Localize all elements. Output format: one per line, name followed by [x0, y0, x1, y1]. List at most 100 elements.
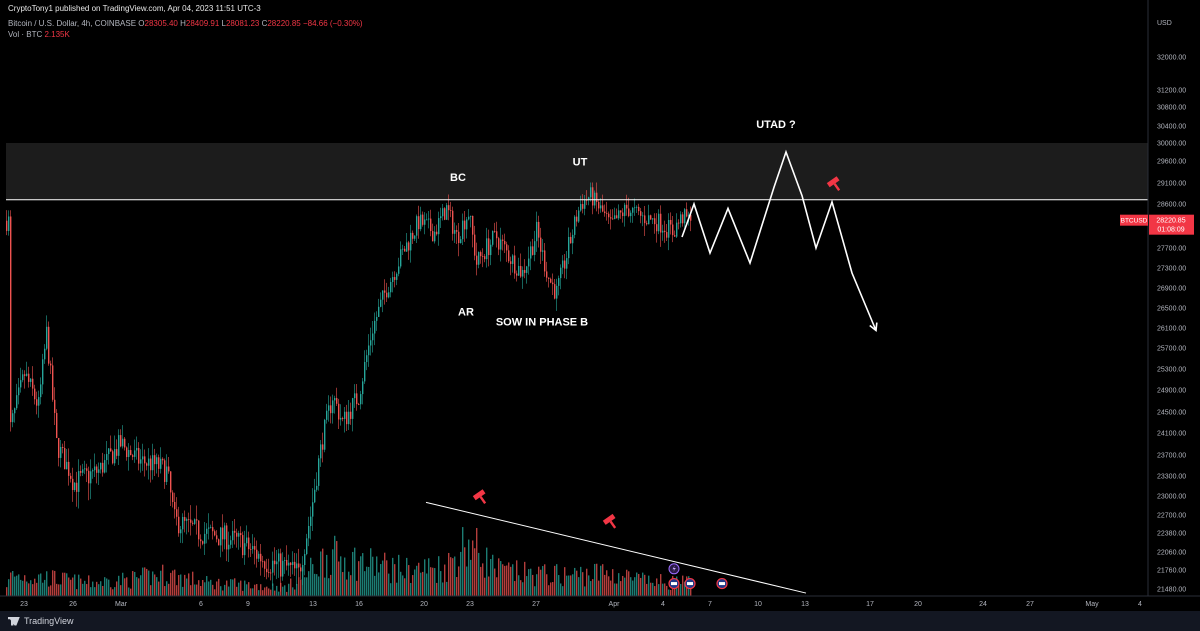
candle-body	[294, 561, 296, 569]
candle-body	[254, 546, 256, 550]
volume-bar	[276, 585, 278, 596]
volume-bar	[436, 582, 438, 596]
volume-bar	[464, 547, 466, 596]
volume-bar	[406, 557, 408, 596]
volume-bar	[90, 587, 92, 596]
candle-body	[210, 527, 212, 528]
price-chart[interactable]: BC UT UTAD ? AR SOW IN PHASE B USD 32000.00 31…	[0, 0, 1200, 611]
candle-body	[390, 281, 392, 293]
volume-bar	[552, 582, 554, 596]
flag-icon[interactable]	[684, 577, 696, 590]
time-axis[interactable]: 23 26 Mar 6 9 13 16 20 23 27 Apr 4 7 10 13 17 20 24 27 May 4	[20, 601, 1142, 608]
volume-bar	[22, 580, 24, 596]
volume-bar	[560, 583, 562, 596]
volume-bar	[640, 577, 642, 596]
candle-body	[414, 235, 416, 239]
price-axis[interactable]: USD 32000.00 31200.00 30800.00 30400.00 30000…	[1157, 20, 1186, 594]
candle-body	[62, 446, 64, 449]
candle-body	[688, 214, 690, 217]
candle-body	[416, 216, 418, 236]
volume-bar	[664, 583, 666, 596]
time-tick-label: 6	[199, 601, 203, 608]
time-tick-label: 24	[979, 601, 987, 608]
volume-bar	[654, 586, 656, 596]
volume-bar	[656, 578, 658, 596]
volume-bar	[502, 564, 504, 596]
volume-bar	[490, 559, 492, 596]
flag-icon[interactable]	[668, 577, 680, 590]
hammer-icon[interactable]	[826, 176, 844, 194]
volume-bar	[444, 564, 446, 596]
hammer-head	[472, 489, 486, 501]
volume-bar	[264, 587, 266, 596]
candle-body	[690, 214, 692, 221]
candle-body	[538, 221, 540, 238]
volume-bar	[622, 575, 624, 596]
projection-path[interactable]	[681, 149, 877, 331]
candle-body	[46, 326, 48, 349]
volume-bar	[282, 586, 284, 596]
candle-body	[548, 277, 550, 279]
price-tick-label: 30400.00	[1157, 124, 1186, 131]
volume-bar	[232, 579, 234, 596]
candle-body	[10, 216, 12, 423]
annotation-label[interactable]: UT	[573, 156, 588, 168]
volume-bar	[148, 570, 150, 596]
candle-body	[42, 359, 44, 385]
candle-body	[34, 388, 36, 400]
volume-bar	[62, 572, 64, 596]
candle-body	[386, 292, 388, 298]
volume-trendline[interactable]	[425, 501, 807, 594]
price-tick-label: 28600.00	[1157, 202, 1186, 209]
candle-body	[460, 239, 462, 244]
candle-body	[430, 218, 432, 232]
volume-bar	[578, 577, 580, 596]
volume-bar	[248, 582, 250, 596]
volume-bar	[262, 590, 264, 596]
price-tag-box	[1149, 214, 1194, 235]
candle-body	[8, 216, 10, 231]
hammer-icon[interactable]	[472, 489, 490, 507]
volume-bar	[336, 541, 338, 596]
volume-bar	[34, 578, 36, 596]
volume-bar	[322, 548, 324, 596]
price-tick-label: 30000.00	[1157, 141, 1186, 148]
flag-icon[interactable]	[716, 577, 728, 590]
volume-bar	[174, 569, 176, 596]
volume-bar	[38, 574, 40, 596]
candle-body	[398, 266, 400, 274]
candle-body	[506, 244, 508, 251]
flag-stripe	[719, 582, 725, 586]
volume-bar	[290, 578, 292, 596]
volume-bar	[360, 556, 362, 596]
volume-bar	[662, 583, 664, 596]
candle-body	[422, 214, 424, 225]
volume-bar	[384, 552, 386, 596]
volume-bar	[88, 575, 90, 596]
candle-body	[278, 553, 280, 562]
footer-bar	[0, 611, 1200, 631]
candle-body	[562, 260, 564, 268]
hammer-handle	[479, 496, 487, 505]
hammer-icon[interactable]	[602, 513, 620, 532]
price-tick-label: 24500.00	[1157, 410, 1186, 417]
tradingview-logo[interactable]: TradingView	[8, 616, 74, 626]
annotation-label[interactable]: UTAD ?	[756, 119, 796, 131]
candle-body	[286, 560, 288, 566]
candle-body	[110, 448, 112, 452]
volume-bar	[562, 586, 564, 596]
volume-bar	[394, 564, 396, 596]
candle-body	[546, 271, 548, 278]
candle-body	[292, 561, 294, 566]
volume-bar	[532, 574, 534, 596]
annotation-label[interactable]: AR	[458, 307, 474, 319]
volume-bar	[92, 581, 94, 596]
candle-body	[140, 459, 142, 464]
volume-bar	[516, 560, 518, 596]
annotation-label[interactable]: BC	[450, 172, 466, 184]
lightning-icon[interactable]	[668, 563, 680, 575]
annotation-label[interactable]: SOW IN PHASE B	[496, 317, 588, 329]
candle-body	[118, 435, 120, 456]
candle-body	[80, 471, 82, 473]
volume-bar	[60, 584, 62, 596]
